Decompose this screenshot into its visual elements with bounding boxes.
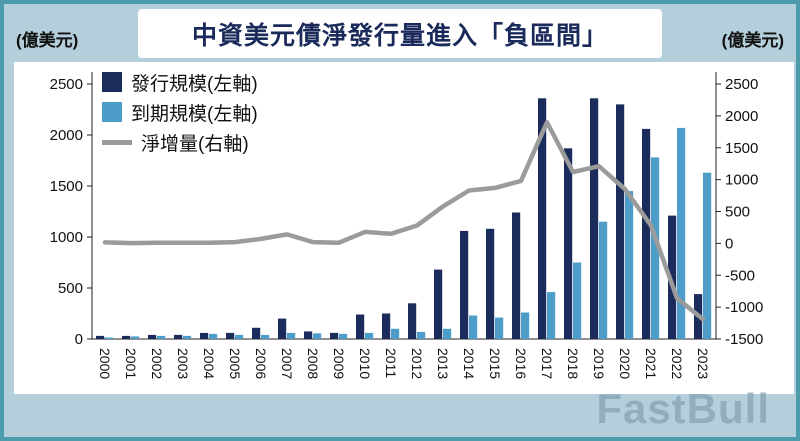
svg-text:1000: 1000 [725, 172, 758, 189]
svg-text:2004: 2004 [201, 348, 217, 379]
svg-text:2021: 2021 [643, 348, 659, 379]
chart-title: 中資美元債淨發行量進入「負區間」 [191, 21, 608, 50]
chart-panel: 0 500 1000 1500 2000 2500 -1500 -1000 -500 0 500 10… [14, 62, 794, 394]
svg-text:2014: 2014 [461, 348, 477, 379]
svg-text:2006: 2006 [253, 348, 269, 379]
svg-text:2003: 2003 [175, 348, 191, 379]
svg-text:2023: 2023 [695, 348, 711, 379]
svg-text:2001: 2001 [123, 348, 139, 379]
legend-label-issuance: 發行規模(左軸) [131, 73, 258, 95]
chart-plot: 0 500 1000 1500 2000 2500 -1500 -1000 -500 0 500 10… [50, 72, 763, 379]
legend-item-maturity: 到期規模(左軸) [102, 100, 258, 125]
svg-text:2015: 2015 [487, 348, 503, 379]
svg-text:2011: 2011 [383, 348, 399, 378]
maturity-swatch-icon [102, 102, 122, 122]
svg-text:2012: 2012 [409, 348, 425, 379]
svg-text:2022: 2022 [669, 348, 685, 379]
chart-legend: 發行規模(左軸) 到期規模(左軸) 淨增量(右軸) [102, 70, 258, 155]
svg-text:500: 500 [725, 204, 750, 221]
svg-text:2002: 2002 [149, 348, 165, 379]
svg-text:2019: 2019 [591, 348, 607, 379]
title-box: 中資美元債淨發行量進入「負區間」 [138, 9, 662, 58]
svg-text:2005: 2005 [227, 348, 243, 379]
legend-item-issuance: 發行規模(左軸) [102, 70, 258, 95]
svg-text:2000: 2000 [97, 348, 113, 379]
legend-label-maturity: 到期規模(左軸) [131, 103, 258, 125]
left-axis-unit-label: (億美元) [16, 31, 79, 50]
svg-text:2010: 2010 [357, 348, 373, 379]
right-axis-unit-label: (億美元) [721, 31, 784, 50]
svg-text:2007: 2007 [279, 348, 295, 379]
svg-text:2016: 2016 [513, 348, 529, 379]
svg-text:2013: 2013 [435, 348, 451, 379]
svg-text:1500: 1500 [50, 178, 83, 195]
svg-text:2009: 2009 [331, 348, 347, 379]
svg-text:2500: 2500 [725, 76, 758, 93]
legend-item-net: 淨增量(右軸) [102, 130, 258, 155]
svg-text:2017: 2017 [539, 348, 555, 379]
svg-text:2018: 2018 [565, 348, 581, 379]
svg-text:2020: 2020 [617, 348, 633, 379]
svg-text:2000: 2000 [50, 127, 83, 144]
svg-text:0: 0 [75, 331, 83, 348]
svg-text:2008: 2008 [305, 348, 321, 379]
svg-text:0: 0 [725, 235, 733, 252]
svg-text:1000: 1000 [50, 229, 83, 246]
svg-text:1500: 1500 [725, 140, 758, 157]
svg-text:2500: 2500 [50, 76, 83, 93]
svg-text:-500: -500 [725, 267, 755, 284]
net-line-swatch-icon [102, 139, 132, 145]
svg-text:-1500: -1500 [725, 331, 763, 348]
legend-label-net: 淨增量(右軸) [141, 133, 249, 155]
svg-text:500: 500 [58, 280, 83, 297]
svg-text:2000: 2000 [725, 108, 758, 125]
issuance-swatch-icon [102, 72, 122, 92]
svg-text:-1000: -1000 [725, 299, 763, 316]
